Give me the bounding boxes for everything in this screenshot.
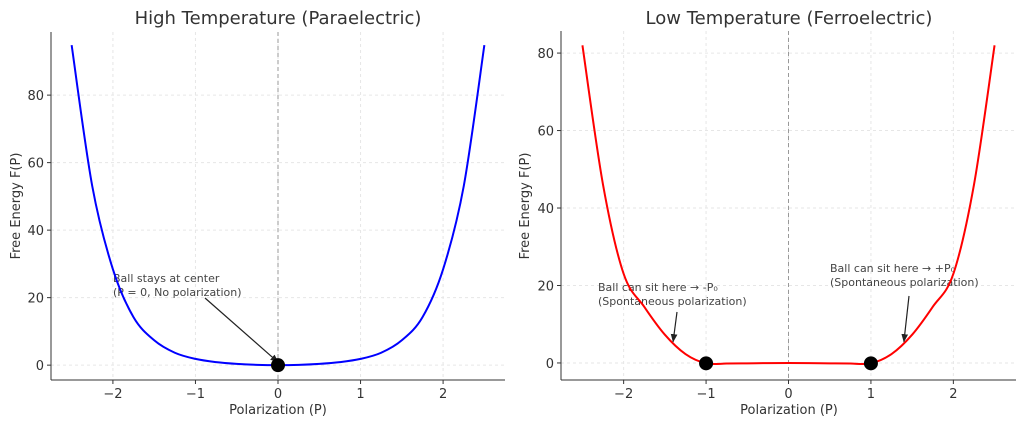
- ball-marker: [271, 358, 285, 373]
- annotation-line: (P = 0, No polarization): [113, 286, 242, 299]
- annotation-line: (Spontaneous polarization): [598, 295, 747, 308]
- y-tick-label: 0: [546, 357, 554, 372]
- annotation-arrow: [901, 295, 910, 343]
- y-tick-label: 40: [537, 202, 554, 217]
- x-tick-label: 0: [784, 387, 792, 402]
- annotation-line: Ball can sit here → -P₀: [598, 281, 718, 294]
- y-tick-label: 80: [537, 47, 554, 62]
- y-axis-label: Free Energy F(P): [518, 153, 533, 260]
- x-axis-label: Polarization (P): [740, 403, 838, 418]
- x-tick-label: 2: [439, 387, 447, 402]
- annotation-arrow: [670, 311, 678, 343]
- x-tick-label: −1: [186, 387, 205, 402]
- annotation-line: Ball stays at center: [113, 272, 220, 285]
- annotation-line: Ball can sit here → +P₀: [830, 262, 956, 275]
- x-tick-label: 0: [274, 387, 282, 402]
- y-tick-label: 20: [537, 279, 554, 294]
- free-energy-curve: [581, 45, 996, 366]
- y-tick-label: 60: [537, 125, 554, 140]
- panel-low-temperature: Low Temperature (Ferroelectric) Polariza…: [518, 8, 1016, 418]
- x-tick-label: −2: [103, 387, 122, 402]
- y-tick-label: 20: [27, 292, 44, 307]
- y-tick-label: 60: [27, 157, 44, 172]
- annotation-line: (Spontaneous polarization): [830, 276, 979, 289]
- panel-high-temperature: High Temperature (Paraelectric) Polariza…: [9, 8, 505, 418]
- annotation-arrow: [204, 297, 279, 363]
- x-tick-label: 2: [949, 387, 957, 402]
- x-tick-label: 1: [356, 387, 364, 402]
- y-tick-label: 80: [27, 89, 44, 104]
- chart-title: High Temperature (Paraelectric): [135, 8, 422, 29]
- y-tick-label: 0: [36, 359, 44, 374]
- y-axis-label: Free Energy F(P): [9, 153, 24, 260]
- x-tick-label: −2: [614, 387, 633, 402]
- ball-marker: [699, 356, 714, 371]
- chart-title: Low Temperature (Ferroelectric): [646, 8, 933, 29]
- x-axis-label: Polarization (P): [229, 403, 327, 418]
- x-tick-label: −1: [696, 387, 715, 402]
- y-tick-label: 40: [27, 224, 44, 239]
- x-tick-label: 1: [867, 387, 875, 402]
- ball-marker: [863, 356, 878, 371]
